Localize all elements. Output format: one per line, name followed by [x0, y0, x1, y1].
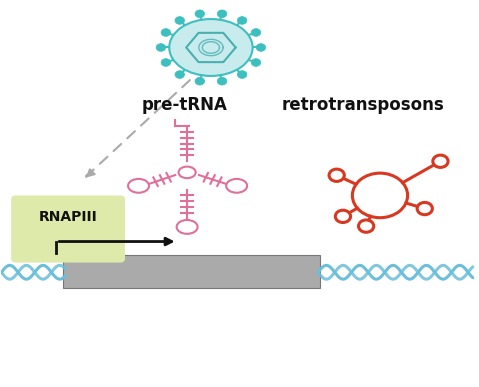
Circle shape	[251, 59, 261, 66]
Text: pre-tRNA: pre-tRNA	[142, 96, 228, 114]
Circle shape	[358, 220, 374, 232]
Circle shape	[217, 77, 227, 85]
Circle shape	[417, 202, 433, 215]
Circle shape	[329, 169, 344, 182]
Circle shape	[237, 17, 247, 24]
Circle shape	[175, 71, 184, 79]
Circle shape	[433, 155, 448, 168]
Ellipse shape	[169, 19, 252, 76]
Circle shape	[335, 210, 351, 223]
Circle shape	[156, 44, 166, 51]
Circle shape	[175, 17, 184, 24]
FancyBboxPatch shape	[12, 196, 124, 262]
Circle shape	[195, 10, 205, 18]
Circle shape	[353, 173, 408, 218]
Bar	[63, 255, 320, 288]
Circle shape	[251, 29, 261, 36]
Circle shape	[195, 77, 205, 85]
Circle shape	[161, 29, 171, 36]
Circle shape	[161, 59, 171, 66]
Circle shape	[217, 10, 227, 18]
Text: RNAPIII: RNAPIII	[39, 210, 97, 224]
Circle shape	[237, 71, 247, 79]
Circle shape	[256, 44, 266, 51]
Text: retrotransposons: retrotransposons	[282, 96, 445, 114]
